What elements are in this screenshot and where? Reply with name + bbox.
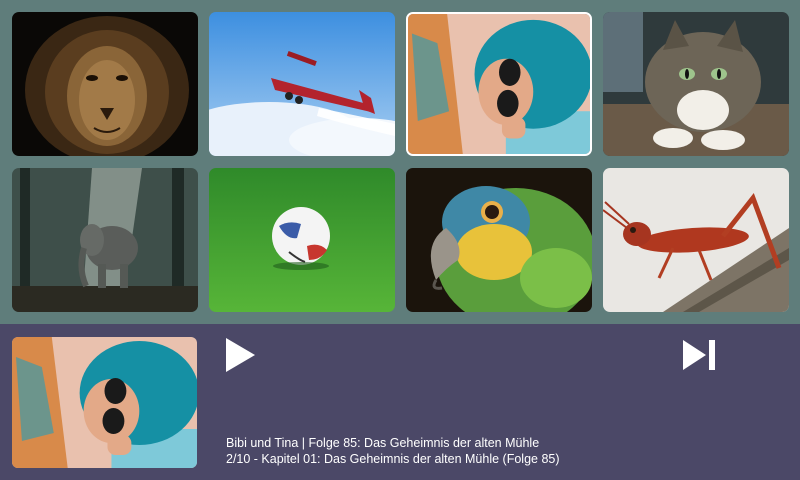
skip-next-icon [683,340,715,370]
play-button[interactable] [222,336,258,374]
track-info: 2/10 - Kapitel 01: Das Geheimnis der alt… [226,452,560,466]
skip-next-button[interactable] [680,338,718,372]
thumbnail-woman-teal-hair[interactable] [406,12,592,156]
thumbnail-biplane[interactable] [209,12,395,156]
thumbnail-soccer-ball[interactable] [209,168,395,312]
series-title: Bibi und Tina | Folge 85: Das Geheimnis … [226,436,540,450]
now-playing-cover [12,337,197,468]
track-meta: Bibi und Tina | Folge 85: Das Geheimnis … [226,435,560,467]
thumbnail-parrot[interactable] [406,168,592,312]
thumbnail-lion[interactable] [12,12,198,156]
thumbnail-grasshopper[interactable] [603,168,789,312]
thumbnail-tabby-cat[interactable] [603,12,789,156]
play-icon [226,338,255,372]
thumbnail-grid [12,12,789,312]
thumbnail-elephant[interactable] [12,168,198,312]
now-playing-bar: Bibi und Tina | Folge 85: Das Geheimnis … [0,324,800,480]
